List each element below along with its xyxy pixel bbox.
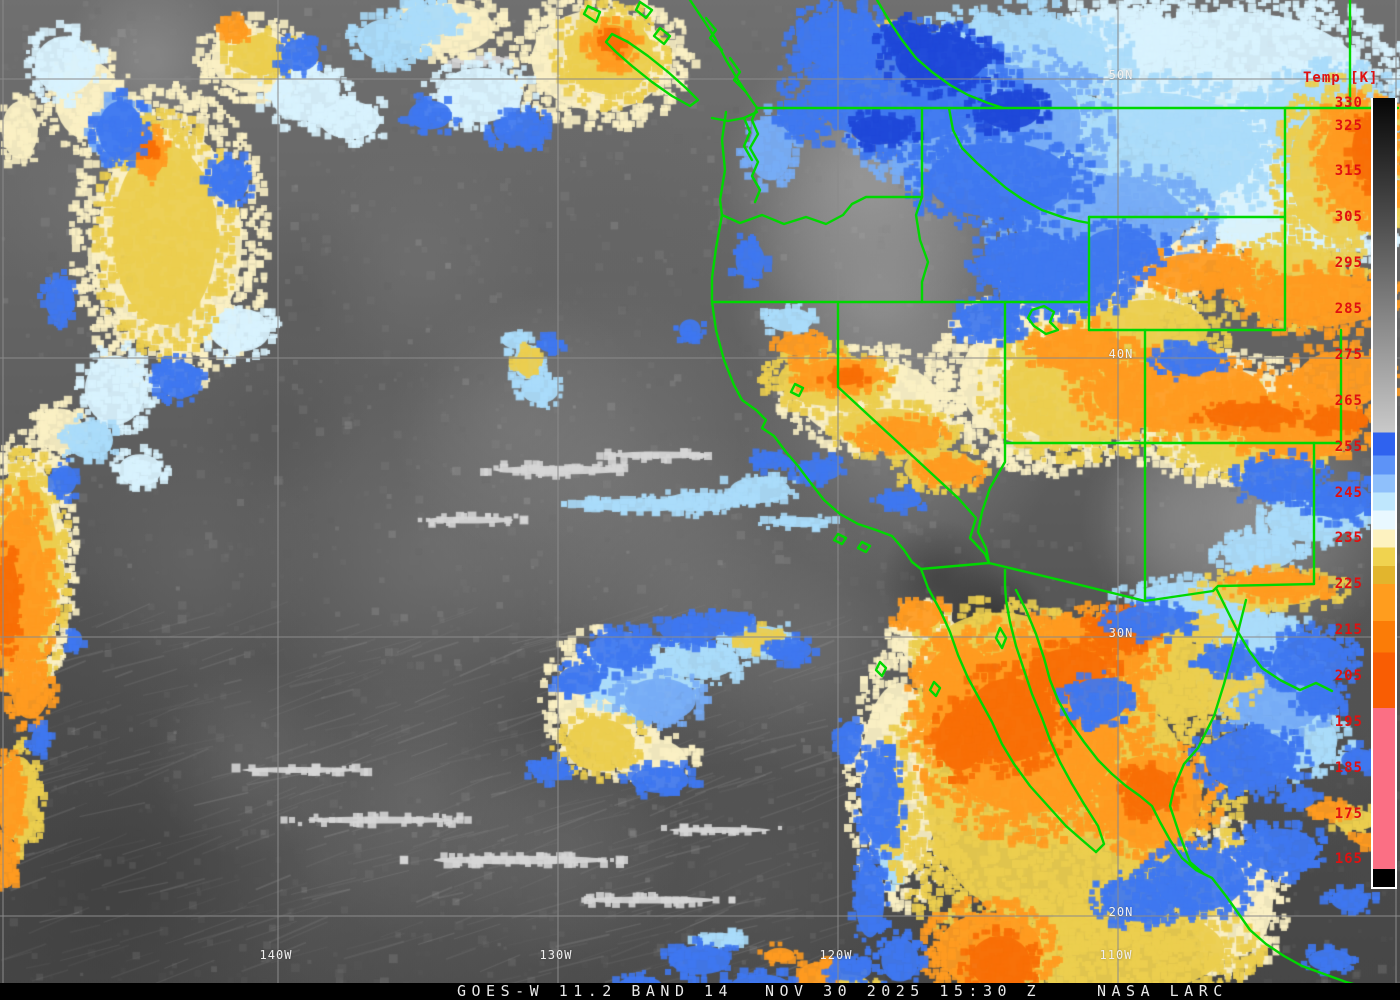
- temp-scale-tick: 255: [1334, 438, 1363, 455]
- temp-scale-tick: 330: [1334, 94, 1363, 111]
- island-outline: [994, 626, 1008, 650]
- island-outline: [652, 26, 672, 46]
- temp-scale-tick: 305: [1334, 209, 1363, 226]
- island-outline: [634, 0, 654, 20]
- caption-credit: NASA LARC: [1097, 982, 1228, 1000]
- temp-scale-tick: 215: [1334, 622, 1363, 639]
- state-border-line: [914, 195, 930, 304]
- temp-scale-tick: 275: [1334, 346, 1363, 363]
- temp-scale-tick: 325: [1334, 117, 1363, 134]
- state-border-line: [704, 16, 724, 52]
- island-outline: [874, 660, 888, 678]
- longitude-label: 110W: [1099, 948, 1133, 962]
- state-border-line: [976, 441, 1007, 565]
- state-border-line: [720, 195, 924, 226]
- island-outline: [928, 680, 942, 698]
- longitude-label: 140W: [259, 948, 293, 962]
- temp-scale-tick: 195: [1334, 713, 1363, 730]
- temp-scale-tick: 295: [1334, 255, 1363, 272]
- caption-mission: GOES-W 11.2 BAND 14: [457, 982, 734, 1000]
- longitude-label: 130W: [539, 948, 573, 962]
- temp-scale-tick: 225: [1334, 576, 1363, 593]
- state-border-line: [1214, 586, 1334, 693]
- state-border-line: [688, 0, 759, 110]
- island-outline: [789, 382, 805, 398]
- temp-scale-tick: 285: [1334, 301, 1363, 317]
- state-border-line: [919, 567, 1098, 854]
- latitude-label: 40N: [1108, 347, 1134, 361]
- state-border-line: [836, 300, 991, 565]
- state-border-line: [919, 561, 1147, 603]
- temp-scale-tick: 165: [1334, 851, 1363, 868]
- longitude-label: 120W: [819, 948, 853, 962]
- state-border-line: [710, 213, 923, 571]
- state-border-line: [947, 106, 1091, 225]
- temp-scale-tick: 185: [1334, 759, 1363, 776]
- temp-scale-tick: 205: [1334, 667, 1363, 684]
- island-outline: [832, 532, 848, 546]
- caption-datetime: NOV 30 2025 15:30 Z: [765, 982, 1042, 1000]
- island-outline: [1026, 304, 1060, 336]
- temp-scale-tick: 265: [1334, 392, 1363, 409]
- temp-scale-tick: 315: [1334, 163, 1363, 180]
- caption-bar: GOES-W 11.2 BAND 14 NOV 30 2025 15:30 Z …: [0, 983, 1400, 1000]
- state-border-line: [1014, 588, 1392, 998]
- temp-scale-tick: 245: [1334, 484, 1363, 501]
- temp-scale-tick: 235: [1334, 530, 1363, 547]
- island-outline: [582, 4, 602, 24]
- state-border-line: [728, 56, 748, 94]
- state-border-line: [710, 110, 759, 123]
- temp-scale-tick: 175: [1334, 805, 1363, 822]
- state-border-line: [718, 110, 728, 217]
- state-border-line: [1168, 598, 1248, 876]
- latitude-label: 30N: [1108, 626, 1134, 640]
- island-outline: [856, 540, 872, 554]
- temp-scale-title: Temp [K]: [1303, 70, 1379, 86]
- latitude-label: 50N: [1108, 68, 1134, 82]
- state-border-line: [875, 0, 1005, 110]
- state-border-line: [1143, 582, 1316, 603]
- island-outline: [604, 32, 700, 108]
- state-border-line: [748, 106, 762, 204]
- latitude-label: 20N: [1108, 905, 1134, 919]
- state-border-line: [742, 116, 754, 162]
- temp-colorbar: [1371, 98, 1397, 889]
- state-border-line: [1003, 568, 1106, 854]
